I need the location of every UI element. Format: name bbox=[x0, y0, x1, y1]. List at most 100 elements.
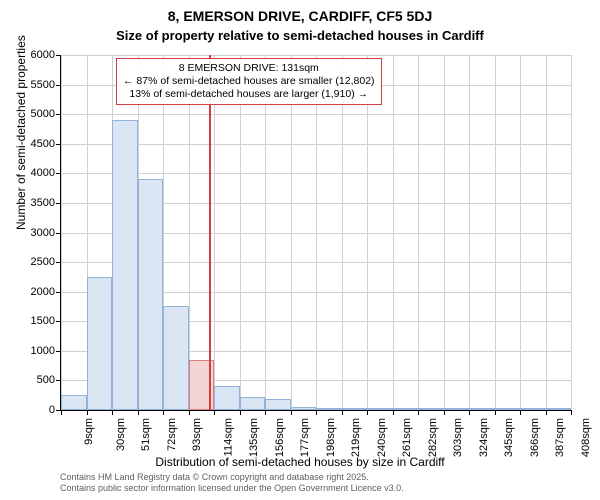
ytick-label: 6000 bbox=[15, 49, 55, 61]
gridline-v bbox=[571, 55, 572, 410]
gridline-v bbox=[469, 55, 470, 410]
xtick-label: 408sqm bbox=[580, 418, 592, 457]
footer-line2: Contains public sector information licen… bbox=[60, 483, 404, 494]
ytick-label: 0 bbox=[15, 404, 55, 416]
xtick-label: 114sqm bbox=[222, 418, 234, 456]
gridline-v bbox=[240, 55, 241, 410]
callout-line2: ← 87% of semi-detached houses are smalle… bbox=[123, 75, 375, 88]
xtick-label: 9sqm bbox=[83, 418, 95, 445]
chart-area: 8 EMERSON DRIVE: 131sqm← 87% of semi-det… bbox=[60, 55, 570, 410]
footer-line1: Contains HM Land Registry data © Crown c… bbox=[60, 472, 404, 483]
ytick-label: 4500 bbox=[15, 138, 55, 150]
xtick-mark bbox=[546, 410, 547, 415]
xtick-mark bbox=[342, 410, 343, 415]
callout-line3: 13% of semi-detached houses are larger (… bbox=[123, 88, 375, 101]
histogram-bar bbox=[265, 399, 291, 410]
xtick-label: 282sqm bbox=[427, 418, 439, 457]
ytick-label: 5000 bbox=[15, 108, 55, 120]
xtick-label: 324sqm bbox=[478, 418, 490, 457]
gridline-v bbox=[520, 55, 521, 410]
xtick-mark bbox=[520, 410, 521, 415]
xtick-label: 261sqm bbox=[401, 418, 413, 457]
xtick-label: 303sqm bbox=[452, 418, 464, 457]
gridline-v bbox=[342, 55, 343, 410]
chart-title-main: 8, EMERSON DRIVE, CARDIFF, CF5 5DJ bbox=[0, 8, 600, 24]
xtick-label: 51sqm bbox=[140, 418, 152, 451]
xtick-mark bbox=[469, 410, 470, 415]
xtick-label: 72sqm bbox=[166, 418, 178, 451]
xtick-mark bbox=[444, 410, 445, 415]
histogram-bar bbox=[61, 395, 87, 410]
histogram-bar bbox=[163, 306, 189, 410]
xtick-mark bbox=[189, 410, 190, 415]
xtick-mark bbox=[291, 410, 292, 415]
xtick-mark bbox=[112, 410, 113, 415]
ytick-label: 2500 bbox=[15, 256, 55, 268]
attribution-footer: Contains HM Land Registry data © Crown c… bbox=[60, 472, 404, 494]
xtick-label: 219sqm bbox=[350, 418, 362, 457]
xtick-label: 366sqm bbox=[529, 418, 541, 457]
histogram-bar bbox=[138, 179, 164, 410]
chart-title-sub: Size of property relative to semi-detach… bbox=[0, 28, 600, 43]
histogram-bar bbox=[214, 386, 240, 410]
gridline-v bbox=[418, 55, 419, 410]
ytick-label: 1000 bbox=[15, 345, 55, 357]
xtick-mark bbox=[87, 410, 88, 415]
histogram-bar bbox=[112, 120, 138, 410]
gridline-v bbox=[444, 55, 445, 410]
xtick-mark bbox=[265, 410, 266, 415]
xtick-label: 240sqm bbox=[376, 418, 388, 457]
xtick-label: 345sqm bbox=[503, 418, 515, 457]
histogram-bar bbox=[469, 408, 495, 410]
xtick-label: 30sqm bbox=[115, 418, 127, 451]
ytick-label: 1500 bbox=[15, 315, 55, 327]
ytick-label: 500 bbox=[15, 374, 55, 386]
histogram-bar bbox=[316, 408, 342, 410]
xtick-mark bbox=[214, 410, 215, 415]
callout-line1: 8 EMERSON DRIVE: 131sqm bbox=[123, 62, 375, 75]
xtick-label: 93sqm bbox=[191, 418, 203, 451]
gridline-v bbox=[61, 55, 62, 410]
xtick-label: 156sqm bbox=[274, 418, 286, 457]
gridline-v bbox=[367, 55, 368, 410]
histogram-bar bbox=[393, 408, 419, 410]
ytick-label: 3500 bbox=[15, 197, 55, 209]
gridline-v bbox=[189, 55, 190, 410]
xtick-mark bbox=[240, 410, 241, 415]
histogram-bar bbox=[444, 408, 470, 410]
reference-line bbox=[209, 55, 211, 410]
xtick-label: 198sqm bbox=[325, 418, 337, 457]
gridline-v bbox=[291, 55, 292, 410]
gridline-v bbox=[265, 55, 266, 410]
xtick-mark bbox=[138, 410, 139, 415]
ytick-label: 2000 bbox=[15, 286, 55, 298]
histogram-bar bbox=[87, 277, 113, 410]
xtick-mark bbox=[393, 410, 394, 415]
ytick-label: 4000 bbox=[15, 167, 55, 179]
histogram-bar bbox=[546, 408, 572, 410]
xtick-mark bbox=[495, 410, 496, 415]
histogram-bar bbox=[495, 408, 521, 410]
xtick-mark bbox=[571, 410, 572, 415]
xtick-mark bbox=[163, 410, 164, 415]
xtick-label: 135sqm bbox=[248, 418, 260, 457]
gridline-v bbox=[214, 55, 215, 410]
histogram-bar bbox=[367, 408, 393, 410]
ytick-label: 3000 bbox=[15, 227, 55, 239]
xtick-mark bbox=[418, 410, 419, 415]
histogram-bar bbox=[520, 408, 546, 410]
ytick-label: 5500 bbox=[15, 79, 55, 91]
gridline-v bbox=[546, 55, 547, 410]
xtick-mark bbox=[367, 410, 368, 415]
xtick-label: 387sqm bbox=[554, 418, 566, 457]
histogram-bar bbox=[418, 408, 444, 410]
histogram-bar bbox=[240, 397, 266, 410]
histogram-bar bbox=[291, 407, 317, 410]
plot-area: 8 EMERSON DRIVE: 131sqm← 87% of semi-det… bbox=[60, 55, 571, 411]
callout-box: 8 EMERSON DRIVE: 131sqm← 87% of semi-det… bbox=[116, 58, 382, 105]
xtick-mark bbox=[316, 410, 317, 415]
histogram-bar bbox=[342, 408, 368, 410]
gridline-v bbox=[393, 55, 394, 410]
xtick-label: 177sqm bbox=[299, 418, 311, 457]
gridline-v bbox=[495, 55, 496, 410]
